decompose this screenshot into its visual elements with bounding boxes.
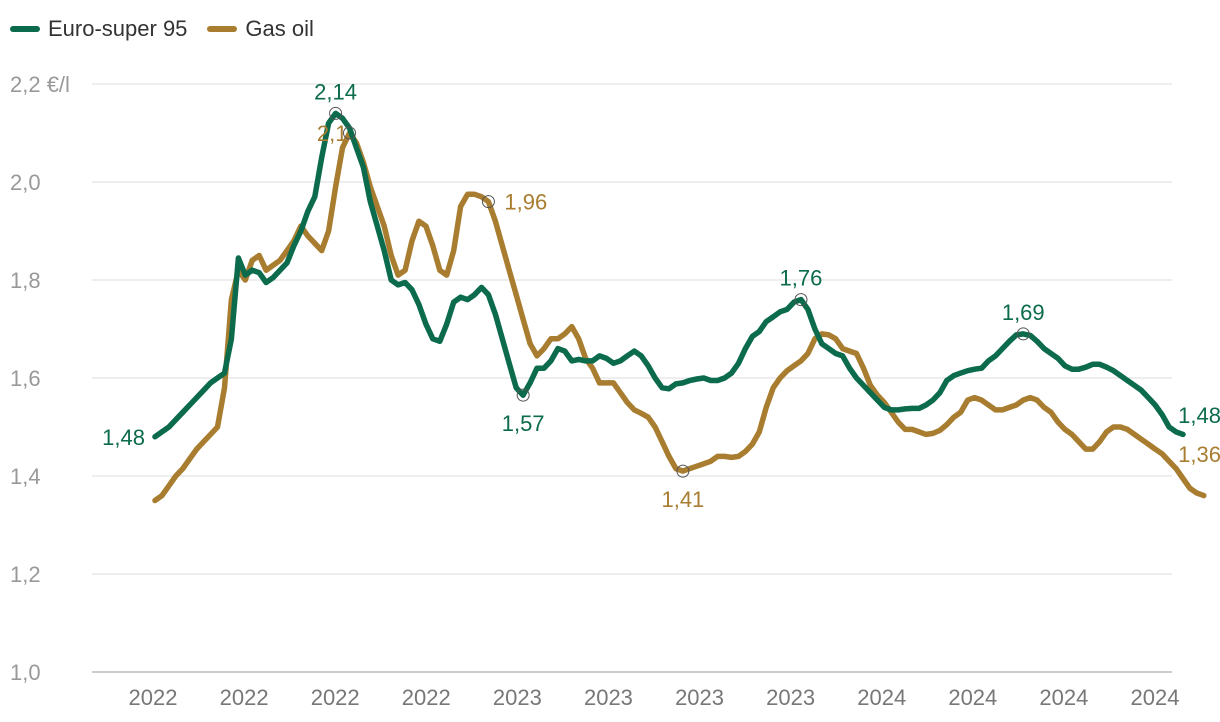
data-point-marker [676, 464, 690, 478]
x-tick-label: 2022 [311, 685, 360, 710]
x-tick-label: 2022 [402, 685, 451, 710]
data-point-marker [329, 106, 343, 120]
data-label: 1,48 [1178, 403, 1220, 428]
data-label: 1,69 [1002, 300, 1045, 325]
legend-item-gas-oil[interactable]: Gas oil [207, 16, 314, 42]
data-label: 1,57 [502, 411, 545, 436]
y-tick-label: 1,2 [10, 562, 41, 587]
data-point-marker [516, 388, 530, 402]
x-tick-label: 2022 [220, 685, 269, 710]
data-label: 2,1 [317, 121, 348, 146]
series-line-euro-super-95[interactable] [152, 110, 1186, 440]
legend-item-euro-super-95[interactable]: Euro-super 95 [10, 16, 187, 42]
series-lines [152, 110, 1207, 504]
legend-swatch-euro-super-95 [10, 26, 40, 32]
y-tick-label: 1,8 [10, 268, 41, 293]
legend-swatch-gas-oil [207, 26, 238, 32]
x-tick-label: 2024 [1039, 685, 1088, 710]
x-tick-label: 2023 [584, 685, 633, 710]
y-tick-label: 1,4 [10, 464, 41, 489]
data-point-marker [342, 126, 356, 140]
series-line-gas-oil[interactable] [152, 130, 1207, 504]
data-point-marker [794, 293, 808, 307]
x-tick-label: 2024 [948, 685, 997, 710]
y-tick-label: 2,2 €/l [10, 72, 70, 97]
x-tick-label: 2023 [675, 685, 724, 710]
data-label: 1,76 [780, 266, 823, 291]
y-tick-label: 2,0 [10, 170, 41, 195]
x-tick-label: 2023 [766, 685, 815, 710]
legend-label-gas-oil: Gas oil [245, 16, 314, 41]
x-tick-label: 2023 [493, 685, 542, 710]
x-tick-label: 2022 [129, 685, 178, 710]
gridlines [92, 83, 1172, 673]
data-label: 1,48 [102, 425, 145, 450]
data-label: 1,41 [661, 487, 704, 512]
legend: Euro-super 95 Gas oil [10, 16, 334, 42]
x-tick-label: 2024 [1131, 685, 1180, 710]
y-tick-label: 1,0 [10, 660, 41, 685]
x-tick-label: 2024 [857, 685, 906, 710]
y-axis-ticks: 1,0 1,2 1,4 1,6 1,8 2,0 2,2 €/l [10, 72, 70, 685]
data-label: 1,96 [504, 190, 547, 215]
x-axis-ticks: 2022 2022 2022 2022 2023 2023 2023 2023 2024 2024… [129, 685, 1180, 710]
data-point-marker [1016, 327, 1030, 341]
data-label: 2,14 [314, 79, 357, 104]
annotations: 1,48 2,14 1,57 1,76 1,69 1,48 2,1 1,96 1,41 1,36 [102, 79, 1220, 512]
data-label: 1,36 [1178, 442, 1220, 467]
data-point-marker [481, 195, 495, 209]
y-tick-label: 1,6 [10, 366, 41, 391]
legend-label-euro-super-95: Euro-super 95 [48, 16, 188, 41]
